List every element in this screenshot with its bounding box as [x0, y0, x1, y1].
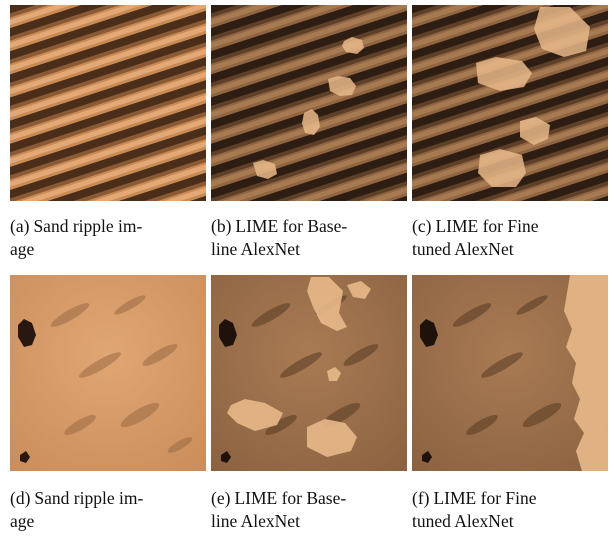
lime-region	[227, 399, 283, 431]
panel-b-image	[211, 5, 407, 201]
lime-region	[520, 117, 550, 145]
caption-b: (b) LIME for Base- line AlexNet	[211, 216, 348, 259]
lime-region	[253, 160, 277, 179]
caption-d: (d) Sand ripple im- age	[10, 488, 144, 531]
lime-region	[476, 57, 532, 91]
lime-region	[534, 7, 590, 57]
caption-f: (f) LIME for Fine tuned AlexNet	[412, 488, 537, 531]
lime-region	[347, 281, 371, 299]
panel-a-image	[10, 5, 206, 201]
panel-f-image	[412, 275, 608, 471]
caption-c: (c) LIME for Fine tuned AlexNet	[412, 216, 539, 259]
lime-region	[327, 367, 341, 381]
lime-region	[564, 275, 608, 471]
lime-region	[302, 109, 320, 135]
lime-region	[307, 277, 347, 331]
lime-region	[307, 419, 357, 457]
lime-region	[328, 76, 356, 96]
panel-c-image	[412, 5, 608, 201]
caption-e: (e) LIME for Base- line AlexNet	[211, 488, 347, 531]
panel-e-image	[211, 275, 407, 471]
caption-a: (a) Sand ripple im- age	[10, 216, 143, 259]
lime-region	[342, 37, 364, 54]
lime-region	[478, 149, 526, 187]
panel-d-image	[10, 275, 206, 471]
